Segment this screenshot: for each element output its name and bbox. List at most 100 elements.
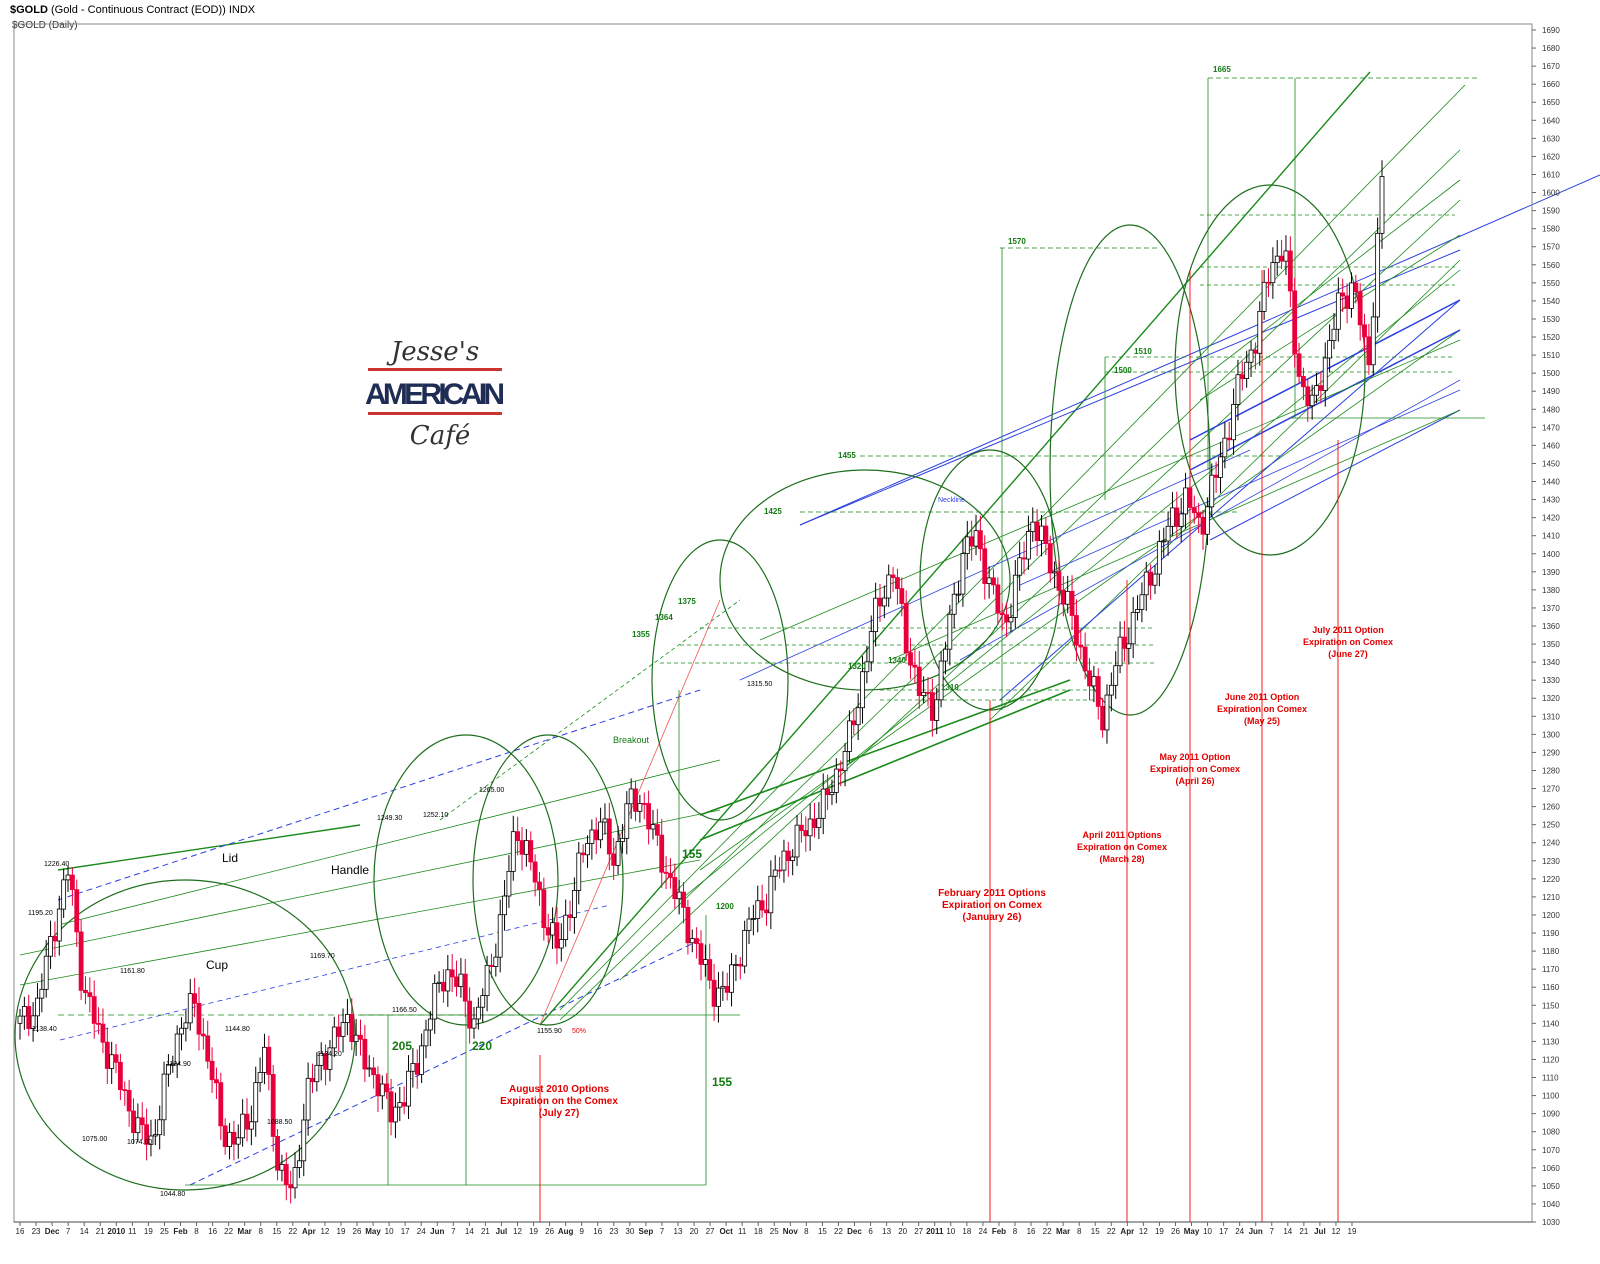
x-tick-label: 16 xyxy=(593,1227,602,1236)
trend-line xyxy=(57,759,721,926)
price-bar-body xyxy=(903,603,909,654)
y-tick-label: 1650 xyxy=(1542,98,1560,107)
price-bar-body xyxy=(1161,540,1167,543)
pattern-ellipse xyxy=(719,469,1011,691)
price-bar-body xyxy=(873,597,879,633)
price-bar-body xyxy=(995,584,1001,614)
price-bar-body xyxy=(925,691,931,694)
price-bar-body xyxy=(1292,290,1298,355)
x-tick-label: 15 xyxy=(1091,1227,1100,1236)
y-tick-label: 1460 xyxy=(1542,441,1560,450)
price-bar-body xyxy=(1091,676,1097,687)
x-tick-label: 14 xyxy=(80,1227,89,1236)
price-bar-body xyxy=(1030,521,1036,532)
price-bar-body xyxy=(982,548,988,584)
price-bar-body xyxy=(310,1077,315,1083)
level-label: 1355 xyxy=(632,630,650,639)
trend-line xyxy=(59,904,611,1041)
expiration-annotation: February 2011 Options xyxy=(938,888,1046,899)
y-tick-label: 1570 xyxy=(1542,243,1560,252)
y-tick-label: 1190 xyxy=(1542,929,1560,938)
price-bar-body xyxy=(257,1072,263,1084)
x-tick-label: 19 xyxy=(144,1227,153,1236)
pattern-label: Neckline xyxy=(938,497,965,504)
price-label: 1075.00 xyxy=(82,1136,107,1143)
price-bar-body xyxy=(1017,557,1023,576)
price-label: 1315.50 xyxy=(747,681,772,688)
price-bar-body xyxy=(541,889,547,929)
price-bar-body xyxy=(929,692,935,721)
price-bar-body xyxy=(711,979,717,1007)
x-tick-label: 10 xyxy=(385,1227,394,1236)
price-bar-body xyxy=(30,1015,36,1029)
y-tick-label: 1560 xyxy=(1542,261,1560,270)
price-bar-body xyxy=(1156,541,1162,575)
price-bar-body xyxy=(838,768,844,772)
price-bar-body xyxy=(545,927,551,936)
x-tick-label: 27 xyxy=(706,1227,715,1236)
price-bar-body xyxy=(1244,361,1250,379)
y-tick-label: 1150 xyxy=(1542,1001,1560,1010)
price-bar-body xyxy=(366,1067,372,1070)
y-tick-label: 1050 xyxy=(1542,1182,1560,1191)
x-tick-label: 24 xyxy=(1235,1227,1244,1236)
pattern-label: Cup xyxy=(206,958,228,972)
price-bar-body xyxy=(327,1047,333,1070)
x-tick-label: 12 xyxy=(320,1227,329,1236)
jesses-cafe-logo: Jesse's AMERICAIN Café xyxy=(365,337,505,451)
x-tick-label: 22 xyxy=(1043,1227,1052,1236)
price-bar-body xyxy=(1327,340,1333,359)
price-bar-body xyxy=(620,837,625,842)
price-bar-body xyxy=(1143,571,1149,596)
price-bar-body xyxy=(1113,665,1119,686)
y-tick-label: 1080 xyxy=(1542,1128,1560,1137)
price-bar-body xyxy=(83,989,88,994)
x-tick-label: 9 xyxy=(579,1227,584,1236)
price-bar-body xyxy=(1204,506,1210,535)
price-bar-body xyxy=(1174,507,1180,527)
price-bar-body xyxy=(345,1013,350,1024)
x-tick-label: 6 xyxy=(868,1227,873,1236)
price-bar-body xyxy=(799,824,804,831)
price-bar-body xyxy=(1226,437,1232,441)
price-bar-body xyxy=(170,1063,176,1066)
price-bar-body xyxy=(235,1137,241,1145)
price-bar-body xyxy=(934,699,940,721)
price-bar-body xyxy=(886,574,892,599)
price-bar-body xyxy=(755,900,761,919)
price-bar-body xyxy=(502,895,507,916)
y-tick-label: 1610 xyxy=(1542,170,1560,179)
price-bar-body xyxy=(1087,670,1092,687)
y-tick-label: 1310 xyxy=(1542,712,1560,721)
price-bar-body xyxy=(510,831,516,872)
y-tick-label: 1690 xyxy=(1542,26,1560,35)
x-tick-label: 8 xyxy=(194,1227,199,1236)
price-label: 1249.30 xyxy=(377,815,402,822)
trend-line xyxy=(799,249,1461,526)
plot-frame xyxy=(13,23,1533,1223)
price-bar-body xyxy=(1060,589,1066,605)
price-bar-body xyxy=(768,875,774,914)
y-tick-label: 1450 xyxy=(1542,459,1560,468)
price-label: 1138.40 xyxy=(32,1026,57,1033)
x-tick-label: Sep xyxy=(639,1227,654,1236)
price-bar-body xyxy=(1340,292,1346,297)
price-bar-body xyxy=(331,1026,337,1049)
x-tick-label: Dec xyxy=(847,1227,862,1236)
price-bar-body xyxy=(1279,255,1284,262)
price-bar-body xyxy=(56,908,62,942)
price-bar-body xyxy=(1139,594,1145,610)
y-tick-label: 1130 xyxy=(1542,1037,1560,1046)
x-tick-label: 20 xyxy=(898,1227,907,1236)
x-tick-label: 25 xyxy=(770,1227,779,1236)
x-tick-label: 22 xyxy=(834,1227,843,1236)
trend-line xyxy=(57,689,701,901)
price-bar-body xyxy=(283,1164,289,1186)
price-bar-body xyxy=(152,1134,158,1137)
price-bar-body xyxy=(842,751,848,772)
price-bar-body xyxy=(166,1064,171,1075)
trend-line xyxy=(19,809,721,956)
price-bar-body xyxy=(336,1026,342,1037)
x-tick-label: 15 xyxy=(272,1227,281,1236)
price-bar-body xyxy=(654,824,660,836)
